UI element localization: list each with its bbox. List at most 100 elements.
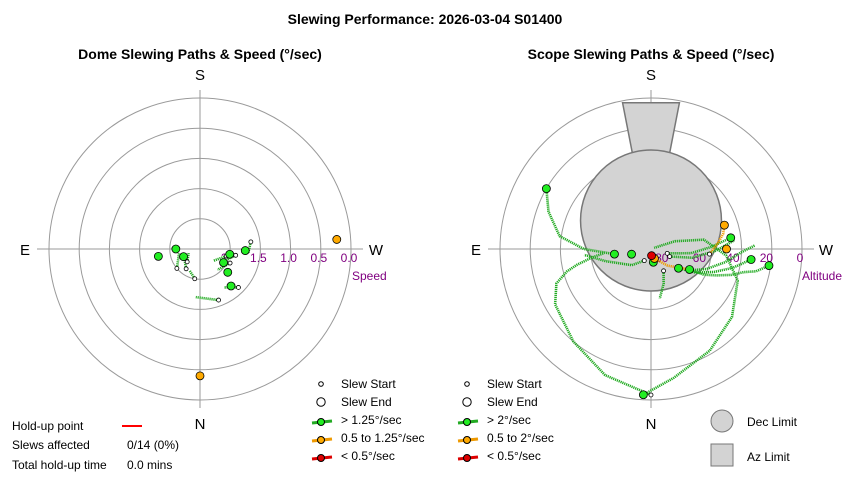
dome-legend-slow: < 0.5°/sec: [311, 449, 395, 463]
scope-slew-start-point: [641, 258, 647, 264]
dome-slew-end-point: [223, 267, 233, 277]
scope-slew-path: [678, 258, 752, 274]
dome-slew-start-point: [183, 266, 189, 272]
scope-cardinal-top: S: [646, 67, 656, 84]
scope-slew-path: [642, 238, 740, 396]
dome-polar-chart: Dome Slewing Paths & Speed (°/sec) S N E…: [20, 46, 387, 433]
scope-slew-end-point: [647, 251, 656, 261]
dome-chart-title: Dome Slewing Paths & Speed (°/sec): [78, 46, 322, 62]
dec-limit-swatch: [710, 409, 734, 433]
dome-radial-tick-label: 1.0: [280, 251, 297, 265]
dome-slew-start-point: [227, 260, 233, 266]
dome-legend-fast: > 1.25°/sec: [311, 413, 402, 427]
scope-polar-chart: Scope Slewing Paths & Speed (°/sec) S N …: [471, 46, 842, 433]
dome-radial-tick-label: 0.0: [341, 251, 358, 265]
dome-slew-start-point: [184, 259, 190, 265]
dome-cardinal-left: E: [20, 242, 30, 259]
scope-legend-slow: < 0.5°/sec: [457, 449, 541, 463]
scope-chart-title: Scope Slewing Paths & Speed (°/sec): [528, 46, 775, 62]
az-limit-label: Az Limit: [747, 450, 790, 464]
dome-radial-tick-label: 0.5: [310, 251, 327, 265]
dome-legend-medium-label: 0.5 to 1.25°/sec: [341, 431, 425, 445]
scope-cardinal-right: W: [819, 242, 834, 259]
dec-limit-region: [579, 149, 723, 292]
scope-slew-path: [690, 244, 756, 272]
scope-legend-slew-end: Slew End: [462, 395, 538, 409]
scope-slew-path: [689, 264, 770, 277]
dome-slew-end-point: [179, 252, 188, 262]
dome-slew-end-point: [219, 258, 228, 267]
dome-slew-end-point: [240, 246, 250, 255]
scope-legend-fast: > 2°/sec: [457, 413, 531, 427]
scope-slew-end-point: [674, 263, 683, 273]
slews-affected-label: Slews affected: [12, 438, 90, 452]
figure-title: Slewing Performance: 2026-03-04 S01400: [288, 11, 563, 27]
total-holdup-value: 0.0 mins: [127, 458, 172, 472]
dome-slew-path: [185, 252, 190, 263]
scope-slew-path: [667, 236, 732, 255]
scope-slew-start-point: [648, 392, 654, 398]
dome-radial-axis-label: Speed: [352, 269, 387, 283]
scope-slew-end-point: [638, 390, 648, 400]
dome-slew-end-point: [171, 244, 181, 254]
dome-slew-end-point: [332, 235, 342, 244]
scope-radial-tick-label: 0: [797, 251, 804, 265]
dec-limit-legend-item: Dec Limit: [710, 409, 798, 433]
dome-legend: Slew Start Slew End > 1.25°/sec 0.5 to 1…: [311, 377, 425, 463]
dome-slew-start-point: [233, 252, 239, 258]
holdup-stats: Hold-up point Slews affected 0/14 (0%) T…: [12, 419, 179, 472]
dome-slew-start-point: [248, 239, 254, 245]
dome-slew-path: [195, 295, 219, 302]
total-holdup-label: Total hold-up time: [12, 458, 107, 472]
dome-legend-slew-start: Slew Start: [318, 377, 396, 391]
dome-slew-start-point: [216, 297, 221, 303]
scope-slew-start-point: [664, 250, 670, 256]
scope-radial-axis-label: Altitude: [802, 269, 842, 283]
slews-affected-value: 0/14 (0%): [127, 438, 179, 452]
dome-legend-medium: 0.5 to 1.25°/sec: [311, 431, 425, 445]
dome-cardinal-right: W: [369, 242, 384, 259]
scope-slew-start-point: [661, 268, 666, 274]
scope-legend-slow-label: < 0.5°/sec: [487, 449, 541, 463]
scope-radial-tick-label: 60: [693, 251, 707, 265]
dome-legend-slow-label: < 0.5°/sec: [341, 449, 395, 463]
dome-slew-start-point: [174, 266, 180, 271]
scope-slew-end-point: [627, 249, 636, 259]
dome-legend-fast-label: > 1.25°/sec: [341, 413, 402, 427]
dome-slew-end-point: [153, 251, 163, 261]
dome-legend-slew-end: Slew End: [316, 395, 392, 409]
scope-slew-end-point: [541, 184, 551, 194]
scope-slew-path: [669, 239, 736, 260]
dome-legend-slew-end-label: Slew End: [341, 395, 392, 409]
dome-slew-start-point: [236, 285, 241, 290]
scope-slew-end-point: [722, 244, 731, 254]
dome-legend-slew-start-label: Slew Start: [341, 377, 396, 391]
scope-legend-slew-start-label: Slew Start: [487, 377, 542, 391]
scope-legend-fast-label: > 2°/sec: [487, 413, 531, 427]
scope-cardinal-left: E: [471, 242, 481, 259]
limit-legend: Dec Limit Az Limit: [710, 409, 798, 467]
az-limit-legend-item: Az Limit: [710, 443, 790, 467]
scope-slew-end-point: [720, 220, 729, 230]
scope-legend: Slew Start Slew End > 2°/sec 0.5 to 2°/s…: [457, 377, 554, 463]
dome-cardinal-bottom: N: [195, 416, 206, 433]
dome-slew-end-point: [225, 249, 235, 259]
scope-legend-medium-label: 0.5 to 2°/sec: [487, 431, 554, 445]
dome-slew-start-point: [192, 276, 198, 282]
scope-slew-path: [545, 188, 615, 256]
scope-slew-path: [653, 257, 690, 271]
scope-legend-slew-end-label: Slew End: [487, 395, 538, 409]
dome-slew-end-point: [226, 281, 236, 291]
dec-limit-label: Dec Limit: [747, 415, 798, 429]
dome-slew-end-point: [195, 371, 205, 381]
scope-slew-end-point: [685, 265, 694, 274]
dome-radial-tick-label: 1.5: [250, 251, 267, 265]
dome-slew-path: [188, 270, 196, 280]
scope-slew-path: [583, 253, 645, 267]
scope-slew-end-point: [746, 255, 756, 264]
scope-slew-end-point: [764, 261, 774, 270]
scope-legend-medium: 0.5 to 2°/sec: [457, 431, 554, 445]
scope-slew-path: [553, 251, 652, 397]
scope-legend-slew-start: Slew Start: [464, 377, 542, 391]
